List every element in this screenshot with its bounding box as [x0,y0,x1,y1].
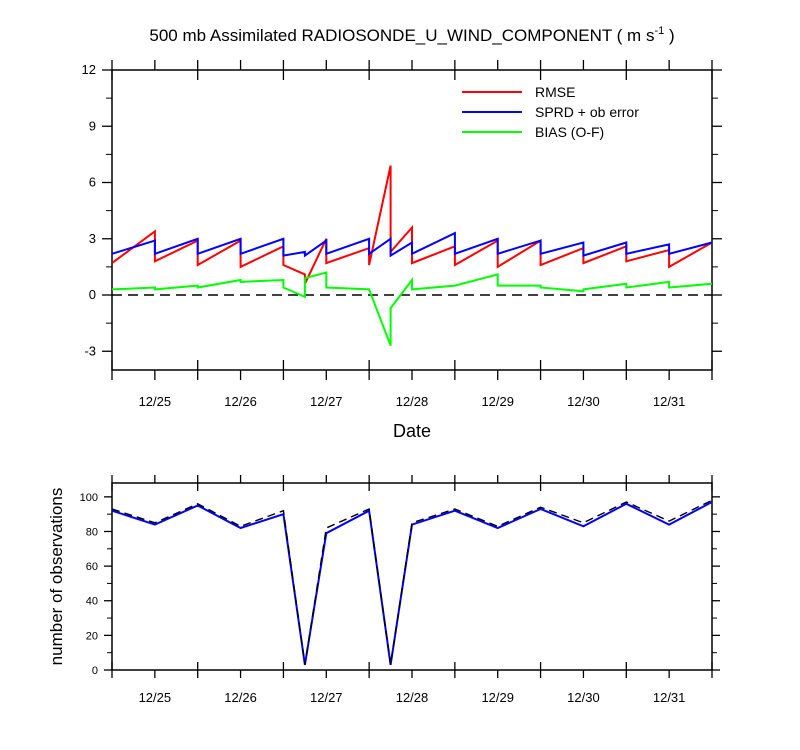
top-plot: -3 0 3 6 9 12 12/25 12/26 12/27 12/28 12/29 12/30 12… [82,60,722,441]
x-tick-label: 12/25 [139,690,172,705]
y-tick-label: 80 [86,526,98,538]
chart-title: 500 mb Assimilated RADIOSONDE_U_WIND_COM… [149,25,674,45]
x-tick-label: 12/31 [653,394,686,409]
y-tick-label: 0 [89,287,96,302]
series-line-possible [111,499,713,665]
title-text: 500 mb Assimilated RADIOSONDE_U_WIND_COM… [149,26,654,45]
y-tick-label: 100 [80,492,98,504]
legend-label: RMSE [535,84,575,100]
y-axis-title: number of observations [47,488,66,666]
x-tick-label: 12/28 [396,394,429,409]
x-tick-label: 12/27 [310,690,343,705]
x-tick-label: 12/28 [396,690,429,705]
x-tick-label: 12/27 [310,394,343,409]
x-tick-label: 12/31 [653,690,686,705]
title-suffix: ) [664,26,674,45]
y-tick-label: 12 [82,62,96,77]
series-line-rmse [111,165,713,285]
series-line-used [111,501,713,665]
y-tick-label: -3 [84,343,96,358]
title-superscript: -1 [654,25,664,37]
y-tick-label: 20 [86,630,98,642]
series-line-sprd-ob-error [111,231,713,258]
x-tick-label: 12/29 [481,690,514,705]
bottom-plot: 0 20 40 60 80 100 12/25 12/26 12/27 12/28 12/29 12/… [47,475,720,705]
x-axis-title: Date [393,421,431,441]
legend-label: SPRD + ob error [535,104,639,120]
plot-frame [111,482,713,671]
series-line-bias-o-f [111,271,713,346]
y-tick-label: 40 [86,596,98,608]
x-tick-label: 12/30 [567,394,600,409]
legend-label: BIAS (O-F) [535,124,604,140]
x-tick-label: 12/30 [567,690,600,705]
y-tick-label: 60 [86,561,98,573]
x-tick-label: 12/26 [224,394,257,409]
y-tick-label: 0 [92,665,98,677]
y-tick-label: 6 [89,175,96,190]
x-tick-label: 12/25 [139,394,172,409]
x-tick-label: 12/26 [224,690,257,705]
y-tick-label: 3 [89,231,96,246]
y-tick-label: 9 [89,118,96,133]
x-tick-label: 12/29 [481,394,514,409]
